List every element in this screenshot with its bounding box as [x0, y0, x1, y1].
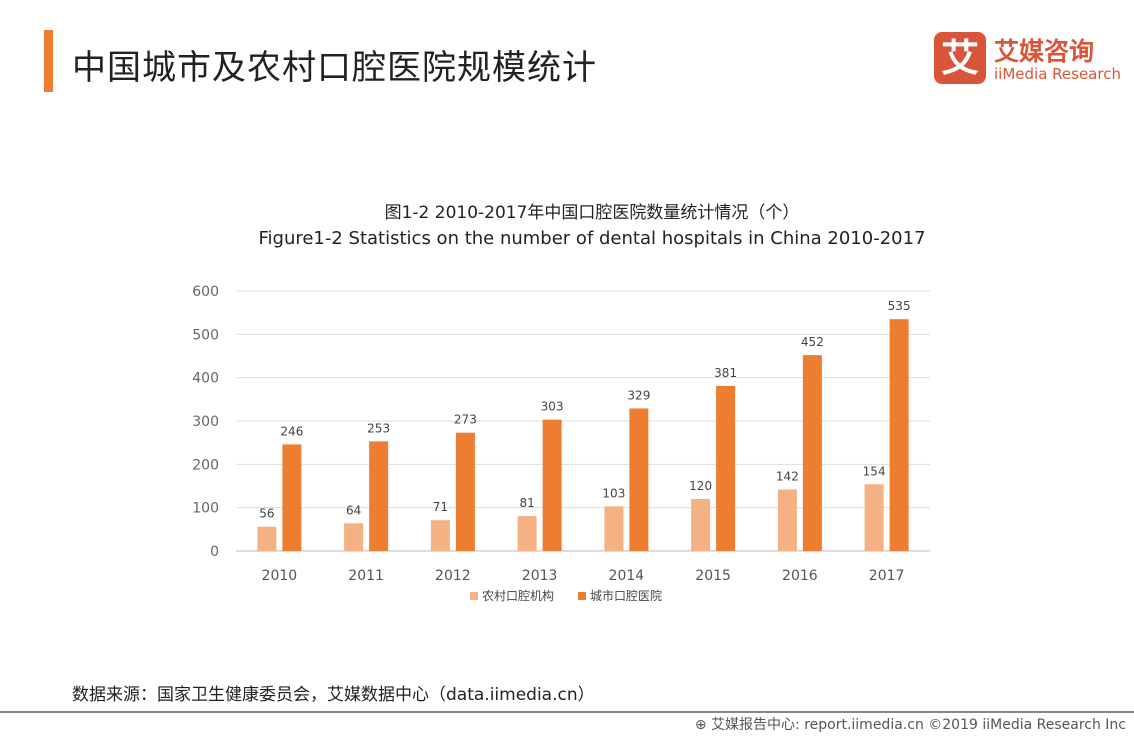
bar-urban — [889, 319, 909, 551]
x-tick-label: 2014 — [609, 568, 645, 584]
x-tick-label: 2011 — [348, 568, 384, 584]
chart-title: 图1-2 2010-2017年中国口腔医院数量统计情况（个） — [384, 203, 800, 223]
globe-icon: ⊕ — [694, 717, 712, 733]
bar-urban — [542, 419, 562, 551]
data-label: 273 — [454, 413, 477, 427]
y-tick-label: 100 — [192, 501, 219, 517]
data-label: 329 — [627, 388, 650, 402]
logo: 艾 艾媒咨询 iiMedia Research — [934, 32, 1124, 86]
data-label: 535 — [888, 299, 911, 313]
y-tick-label: 200 — [192, 457, 219, 473]
bar-rural — [517, 515, 537, 551]
data-label: 71 — [433, 500, 448, 514]
bar-urban — [716, 385, 736, 551]
data-label: 154 — [863, 464, 886, 478]
data-label: 56 — [259, 507, 274, 521]
legend-label: 农村口腔机构 — [482, 588, 554, 603]
legend-swatch — [578, 592, 586, 600]
data-label: 253 — [367, 421, 390, 435]
x-tick-label: 2010 — [262, 568, 298, 584]
legend-label: 城市口腔医院 — [590, 588, 662, 603]
data-label: 142 — [776, 469, 799, 483]
y-tick-label: 300 — [192, 414, 219, 430]
x-tick-label: 2016 — [782, 568, 818, 584]
bar-urban — [455, 432, 475, 551]
footer-label: 艾媒报告中心: report.iimedia.cn ©2019 iiMedia … — [711, 717, 1126, 733]
y-tick-label: 0 — [210, 544, 219, 560]
bar-urban — [629, 408, 649, 551]
x-tick-label: 2017 — [869, 568, 905, 584]
title-accent-bar — [44, 30, 53, 92]
footer-divider — [0, 711, 1134, 713]
bar-rural — [864, 484, 884, 551]
chart-subtitle: Figure1-2 Statistics on the number of de… — [258, 228, 926, 249]
x-tick-label: 2012 — [435, 568, 471, 584]
bar-urban — [369, 441, 389, 551]
bar-rural — [777, 489, 797, 551]
footer-text: ⊕ 艾媒报告中心: report.iimedia.cn ©2019 iiMedi… — [695, 714, 1126, 734]
bar-rural — [604, 506, 624, 551]
y-tick-label: 600 — [192, 284, 219, 300]
y-tick-label: 500 — [192, 327, 219, 343]
data-label: 81 — [519, 496, 534, 510]
data-label: 381 — [714, 366, 737, 380]
data-source: 数据来源：国家卫生健康委员会，艾媒数据中心（data.iimedia.cn） — [72, 685, 595, 705]
bar-rural — [691, 499, 711, 551]
data-label: 303 — [541, 400, 564, 414]
x-tick-label: 2013 — [522, 568, 558, 584]
data-label: 120 — [689, 479, 712, 493]
bar-rural — [257, 526, 277, 551]
data-label: 246 — [280, 424, 303, 438]
logo-en: iiMedia Research — [994, 65, 1121, 83]
logo-cn: 艾媒咨询 — [994, 37, 1095, 66]
data-label: 452 — [801, 335, 824, 349]
page-title: 中国城市及农村口腔医院规模统计 — [72, 48, 597, 88]
bar-rural — [430, 520, 450, 551]
legend-swatch — [470, 592, 478, 600]
data-label: 64 — [346, 503, 361, 517]
bar-urban — [282, 444, 302, 551]
x-tick-label: 2015 — [695, 568, 731, 584]
bar-urban — [802, 355, 822, 551]
data-label: 103 — [602, 486, 625, 500]
bar-rural — [344, 523, 364, 551]
y-tick-label: 400 — [192, 371, 219, 387]
logo-mark: 艾 — [934, 32, 986, 84]
